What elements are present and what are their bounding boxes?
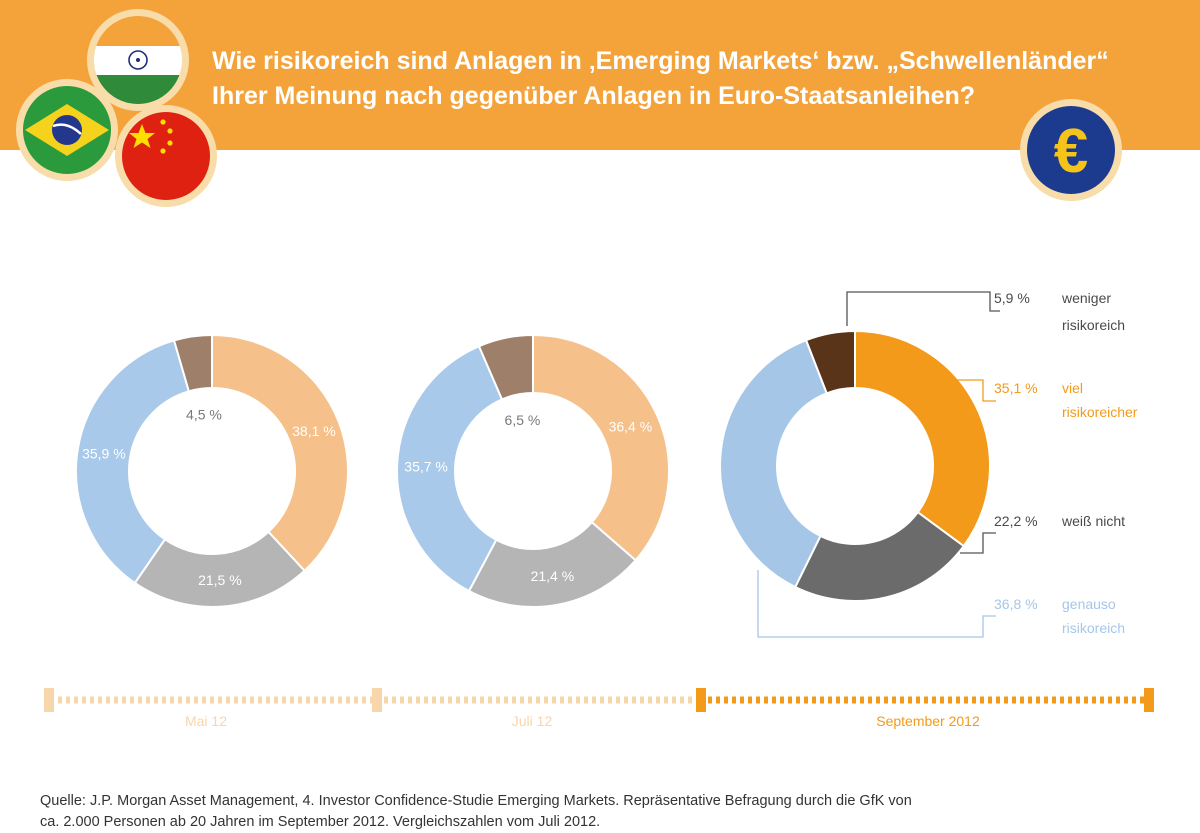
- donut-2-label-viel-risikoreicher: 36,4 %: [609, 419, 653, 435]
- timeline-label-september: September 2012: [876, 713, 980, 729]
- donut-3-slice-genauso-risikoreich: [719, 338, 829, 589]
- legend-weiss-label-1: weiß nicht: [1061, 513, 1125, 529]
- donut-1-label-genauso-risikoreich: 35,9 %: [82, 446, 126, 462]
- timeline-label-juli: Juli 12: [512, 713, 553, 729]
- timeline-marker-juli: [372, 688, 382, 712]
- donut-2-label-genauso-risikoreich: 35,7 %: [404, 459, 448, 475]
- timeline-marker-september: [696, 688, 706, 712]
- donut-3-slice-weniger-risikoreich: [804, 329, 856, 395]
- donut-2-slice-viel-risikoreicher: [532, 333, 670, 562]
- legend-weiss-value: 22,2 %: [994, 513, 1038, 529]
- donut-2-slice-genauso-risikoreich: [396, 344, 504, 593]
- euro-icon: €: [1020, 99, 1122, 201]
- donut-3-slice-viel-risikoreicher: [854, 329, 991, 548]
- euro-symbol: €: [1054, 117, 1088, 186]
- india-flag-icon: [87, 9, 189, 111]
- legend-viel-label-1: viel: [1062, 380, 1083, 396]
- timeline-marker-end: [1144, 688, 1154, 712]
- timeline-label-mai: Mai 12: [185, 713, 227, 729]
- page-title: Wie risikoreich sind Anlagen in ‚Emergin…: [212, 44, 1172, 114]
- donut-2-label-weniger-risikoreich: 6,5 %: [505, 412, 541, 428]
- donut-charts: 38,1 % 21,5 % 35,9 % 4,5 % 36,4 % 21,4 % 35,7 …: [75, 329, 991, 608]
- donut-1-label-weniger-risikoreich: 4,5 %: [186, 407, 222, 423]
- legend-viel-value: 35,1 %: [994, 380, 1038, 396]
- source-line-1: Quelle: J.P. Morgan Asset Management, 4.…: [40, 793, 912, 809]
- timeline: Mai 12 Juli 12 September 2012: [44, 688, 1154, 729]
- donut-3-slice-weiss-nicht: [793, 510, 966, 602]
- legend-viel-label-2: risikoreicher: [1062, 404, 1138, 420]
- legend: 5,9 % weniger risikoreich 35,1 % viel ri…: [757, 290, 1138, 638]
- legend-gleich-value: 36,8 %: [994, 596, 1038, 612]
- donut-1-slice-weniger-risikoreich: [172, 333, 213, 393]
- legend-weniger-label-2: risikoreich: [1062, 317, 1125, 333]
- china-flag-icon: [115, 105, 217, 207]
- donut-1-slice-genauso-risikoreich: [75, 339, 191, 585]
- timeline-marker-mai: [44, 688, 54, 712]
- title-line-2: Ihrer Meinung nach gegenüber Anlagen in …: [212, 82, 976, 110]
- donut-1-label-viel-risikoreicher: 38,1 %: [292, 423, 336, 439]
- legend-gleich-label-1: genauso: [1062, 596, 1116, 612]
- source-note: Quelle: J.P. Morgan Asset Management, 4.…: [40, 791, 1160, 833]
- legend-gleich-label-2: risikoreich: [1062, 620, 1125, 636]
- legend-weniger-label-1: weniger: [1061, 290, 1111, 306]
- legend-weniger-value: 5,9 %: [994, 290, 1030, 306]
- donut-1-slice-viel-risikoreicher: [211, 333, 349, 573]
- donut-1-label-weiss-nicht: 21,5 %: [198, 572, 242, 588]
- brazil-flag-icon: [16, 79, 118, 181]
- title-line-1: Wie risikoreich sind Anlagen in ‚Emergin…: [212, 47, 1109, 75]
- source-line-2: ca. 2.000 Personen ab 20 Jahren im Septe…: [40, 814, 601, 830]
- donut-2-slice-weniger-risikoreich: [477, 333, 534, 401]
- donut-2-label-weiss-nicht: 21,4 %: [531, 568, 575, 584]
